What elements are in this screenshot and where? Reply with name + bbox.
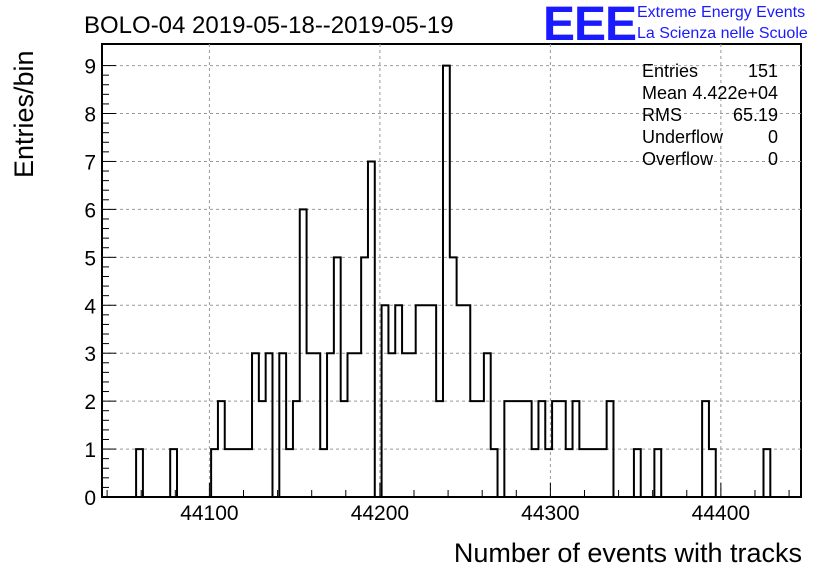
histogram-bin xyxy=(266,353,273,497)
histogram-bin xyxy=(313,353,320,497)
x-tick-label: 44300 xyxy=(521,502,579,525)
histogram-bin xyxy=(600,449,607,497)
y-tick-label: 9 xyxy=(84,56,96,79)
y-tick-label: 0 xyxy=(84,487,96,510)
histogram-bin xyxy=(225,449,232,497)
histogram-bin xyxy=(286,449,293,497)
histogram-bin xyxy=(232,449,239,497)
y-tick-label: 5 xyxy=(84,247,96,270)
plot-frame xyxy=(101,43,802,498)
histogram-bin xyxy=(634,449,641,497)
eee-logo: EEE Extreme Energy Events La Scienza nel… xyxy=(543,0,808,51)
histogram-bin xyxy=(252,353,259,497)
stats-underflow-label: Underflow xyxy=(642,127,724,147)
histogram-bin xyxy=(709,449,716,497)
y-tick-label: 2 xyxy=(84,391,96,414)
x-axis-label: Number of events with tracks xyxy=(454,538,802,568)
histogram-bin xyxy=(491,449,498,497)
histogram-bin xyxy=(327,353,334,497)
histogram-bin xyxy=(170,449,177,497)
y-tick-label: 6 xyxy=(84,199,96,222)
x-tick-label: 44200 xyxy=(351,502,409,525)
histogram-bin xyxy=(654,449,661,497)
eee-logo-line2: La Scienza nelle Scuole xyxy=(637,25,808,42)
histogram-bin xyxy=(579,449,586,497)
stats-entries-label: Entries xyxy=(642,61,698,81)
histogram-bin xyxy=(409,353,416,497)
histogram-bin xyxy=(566,449,573,497)
histogram-bin xyxy=(361,257,368,497)
histogram-bin xyxy=(354,353,361,497)
stats-rms-label: RMS xyxy=(642,105,682,125)
stats-overflow-value: 0 xyxy=(768,149,778,169)
histogram-bin xyxy=(279,353,286,497)
histogram-bin xyxy=(532,449,539,497)
histogram-bin xyxy=(593,449,600,497)
histogram-bin xyxy=(320,449,327,497)
histogram-bin xyxy=(245,449,252,497)
tick-labels: 44100 44200 44300 44400 0 1 2 3 4 5 6 7 8 9 xyxy=(84,56,750,525)
y-tick-label: 8 xyxy=(84,104,96,127)
x-tick-label: 44100 xyxy=(180,502,238,525)
y-tick-label: 4 xyxy=(84,295,96,318)
histogram-bin xyxy=(586,449,593,497)
histogram-bin xyxy=(307,353,314,497)
eee-logo-mark: EEE xyxy=(543,0,636,51)
y-tick-label: 3 xyxy=(84,343,96,366)
histogram-bin xyxy=(211,449,218,497)
histogram-bin xyxy=(334,257,341,497)
histogram-bin xyxy=(450,257,457,497)
stats-underflow-value: 0 xyxy=(768,127,778,147)
axis-ticks xyxy=(102,65,790,498)
stats-mean-value: 4.422e+04 xyxy=(692,83,778,103)
x-tick-label: 44400 xyxy=(692,502,750,525)
stats-mean-label: Mean xyxy=(642,83,687,103)
chart-title: BOLO-04 2019-05-18--2019-05-19 xyxy=(84,12,454,39)
histogram-bin xyxy=(484,353,491,497)
y-tick-label: 1 xyxy=(84,439,96,462)
stats-box: Entries 151 Mean 4.422e+04 RMS 65.19 Und… xyxy=(642,61,778,169)
eee-logo-line1: Extreme Energy Events xyxy=(637,4,805,21)
histogram-bin xyxy=(545,449,552,497)
grid xyxy=(102,44,801,497)
histogram-bin xyxy=(348,353,355,497)
histogram-bin xyxy=(238,449,245,497)
histogram-bin xyxy=(136,449,143,497)
histogram-bin xyxy=(388,353,395,497)
histogram-bin xyxy=(368,161,375,497)
histogram-outline xyxy=(135,64,772,498)
y-axis-label: Entries/bin xyxy=(9,50,39,178)
stats-overflow-label: Overflow xyxy=(642,149,714,169)
histogram-bin xyxy=(763,449,770,497)
histogram-bin xyxy=(402,353,409,497)
stats-entries-value: 151 xyxy=(748,61,778,81)
histogram-bin xyxy=(443,66,450,497)
y-tick-label: 7 xyxy=(84,151,96,174)
stats-rms-value: 65.19 xyxy=(733,105,778,125)
